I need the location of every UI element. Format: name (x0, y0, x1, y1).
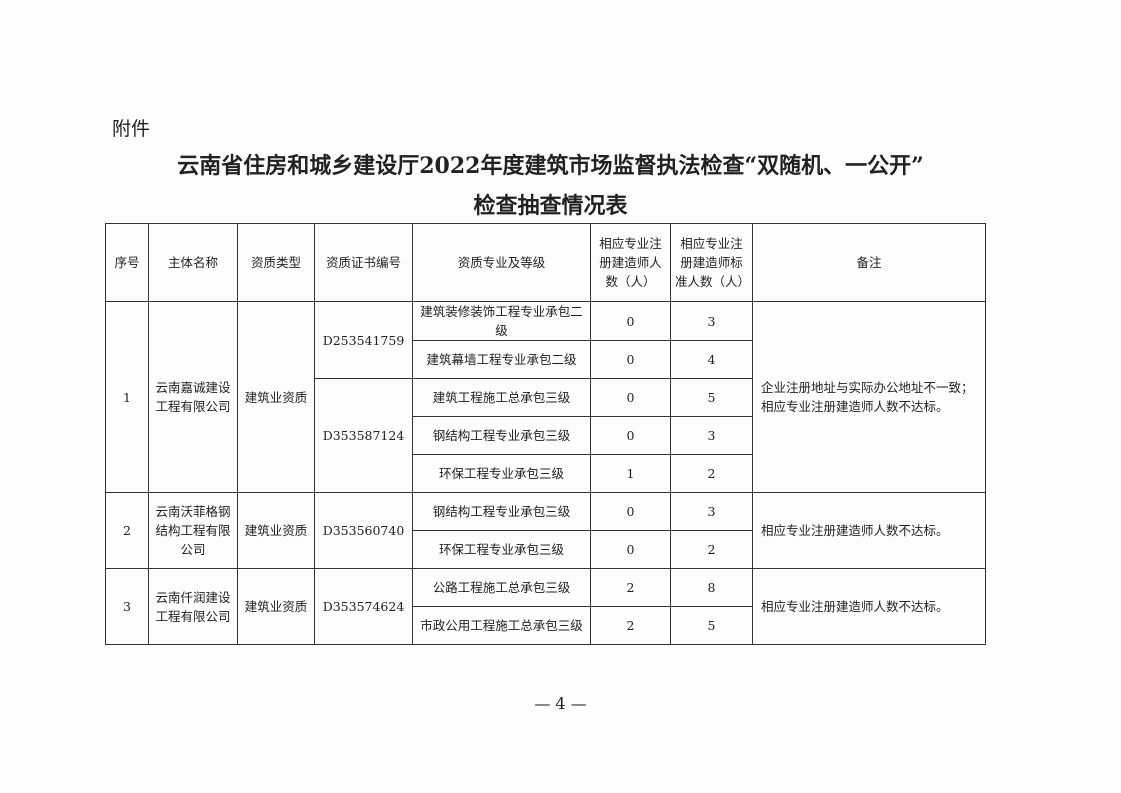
table-row: 2 云南沃菲格钢结构工程有限公司 建筑业资质 D353560740 钢结构工程专业承包三… (105, 492, 986, 569)
standard-constructors-count: 8 (670, 568, 753, 607)
column-header: 主体名称 (148, 223, 238, 302)
title-line-1: 云南省住房和城乡建设厅2022年度建筑市场监督执法检查“双随机、一公开” (177, 153, 924, 179)
qualification-specialty: 建筑装修装饰工程专业承包二级 (412, 301, 591, 341)
standard-constructors-count: 5 (670, 378, 753, 417)
registered-constructors-count: 0 (590, 301, 671, 341)
standard-constructors-count: 2 (670, 530, 753, 569)
table-row: 市政公用工程施工总承包三级 2 5 (106, 606, 986, 645)
standard-constructors-count: 2 (670, 454, 753, 493)
table-row: 3 云南仟润建设工程有限公司 建筑业资质 D353574624 公路工程施工总承包三级 2… (105, 568, 986, 645)
qualification-type: 建筑业资质 (237, 301, 315, 493)
column-header: 序号 (105, 223, 149, 302)
column-header: 资质专业及等级 (412, 223, 591, 302)
qualification-specialty: 建筑幕墙工程专业承包二级 (412, 340, 591, 379)
registered-constructors-count: 0 (590, 492, 671, 531)
remark: 企业注册地址与实际办公地址不一致；相应专业注册建造师人数不达标。 (752, 301, 986, 493)
table-row: 环保工程专业承包三级 1 2 (106, 454, 986, 493)
header-row: 序号 主体名称 资质类型 资质证书编号 资质专业及等级 相应专业注册建造师人数（人） 相应专… (105, 223, 986, 302)
certificate-number: D353587124 (314, 378, 413, 493)
registered-constructors-count: 2 (590, 606, 671, 645)
row-number: 3 (105, 568, 149, 645)
standard-constructors-count: 3 (670, 492, 753, 531)
column-header: 备注 (752, 223, 986, 302)
registered-constructors-count: 0 (590, 378, 671, 417)
qualification-specialty: 环保工程专业承包三级 (412, 530, 591, 569)
column-header: 相应专业注册建造师人数（人） (590, 223, 671, 302)
column-header: 资质类型 (237, 223, 315, 302)
standard-constructors-count: 3 (670, 416, 753, 455)
inspection-table: 序号 主体名称 资质类型 资质证书编号 资质专业及等级 相应专业注册建造师人数（人） 相应专… (105, 223, 986, 645)
table-row: 钢结构工程专业承包三级 0 3 (106, 416, 986, 455)
certificate-number: D353574624 (314, 568, 413, 645)
entity-name: 云南沃菲格钢结构工程有限公司 (148, 492, 238, 569)
entity-name: 云南嘉诚建设工程有限公司 (148, 301, 238, 493)
registered-constructors-count: 2 (590, 568, 671, 607)
registered-constructors-count: 0 (590, 416, 671, 455)
qualification-specialty: 公路工程施工总承包三级 (412, 568, 591, 607)
qualification-type: 建筑业资质 (237, 568, 315, 645)
title-line-2: 检查抽查情况表 (473, 193, 628, 219)
qualification-specialty: 建筑工程施工总承包三级 (412, 378, 591, 417)
standard-constructors-count: 4 (670, 340, 753, 379)
registered-constructors-count: 0 (590, 530, 671, 569)
certificate-number: D253541759 (314, 301, 413, 379)
table-row: D353587124 建筑工程施工总承包三级 0 5 (106, 378, 986, 493)
qualification-specialty: 市政公用工程施工总承包三级 (412, 606, 591, 645)
remark: 相应专业注册建造师人数不达标。 (752, 568, 986, 645)
row-number: 2 (105, 492, 149, 569)
registered-constructors-count: 0 (590, 340, 671, 379)
standard-constructors-count: 5 (670, 606, 753, 645)
attachment-label: 附件 (112, 118, 151, 140)
entity-name: 云南仟润建设工程有限公司 (148, 568, 238, 645)
qualification-type: 建筑业资质 (237, 492, 315, 569)
qualification-specialty: 钢结构工程专业承包三级 (412, 416, 591, 455)
qualification-specialty: 钢结构工程专业承包三级 (412, 492, 591, 531)
standard-constructors-count: 3 (670, 301, 753, 341)
table-row: 1 云南嘉诚建设工程有限公司 建筑业资质 D253541759 建筑装修装饰工程专业承包… (105, 301, 986, 493)
column-header: 相应专业注册建造师标准人数（人） (670, 223, 753, 302)
remark: 相应专业注册建造师人数不达标。 (752, 492, 986, 569)
row-number: 1 (105, 301, 149, 493)
column-header: 资质证书编号 (314, 223, 413, 302)
page-number: — 4 — (534, 694, 587, 713)
registered-constructors-count: 1 (590, 454, 671, 493)
certificate-number: D353560740 (314, 492, 413, 569)
table-row: 建筑幕墙工程专业承包二级 0 4 (106, 340, 986, 379)
qualification-specialty: 环保工程专业承包三级 (412, 454, 591, 493)
